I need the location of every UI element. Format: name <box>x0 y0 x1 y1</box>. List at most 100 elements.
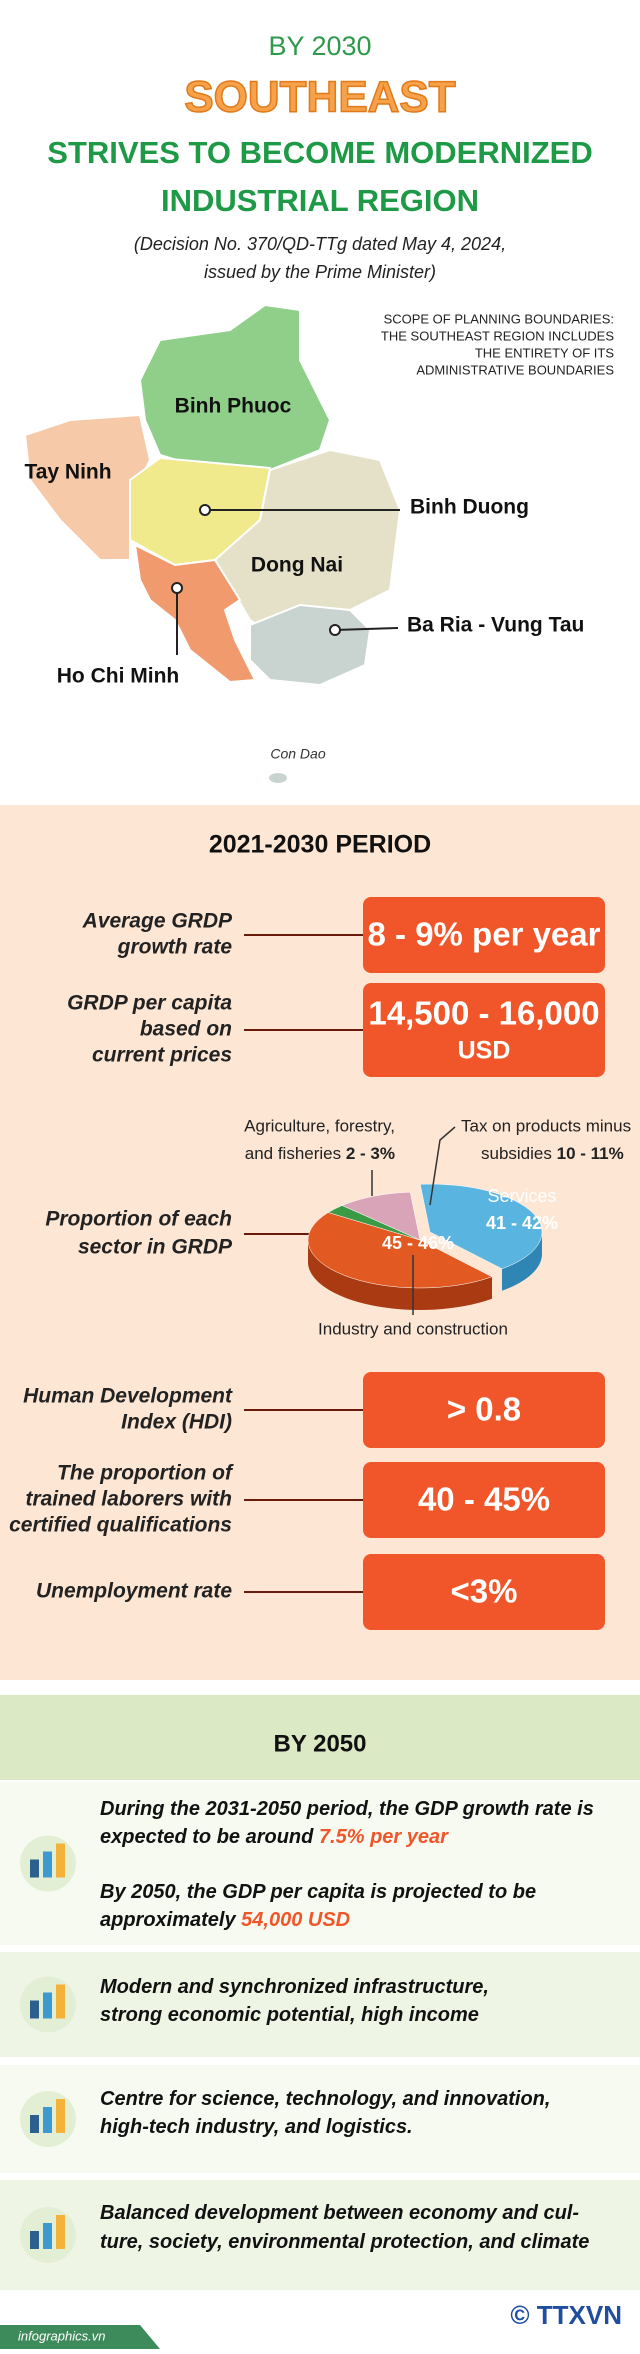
icon-part <box>30 2115 39 2133</box>
indicator-label: Average GRDP <box>82 910 233 933</box>
item-highlight: 7.5% per year <box>319 1826 449 1848</box>
icon-part <box>56 2215 65 2249</box>
item-icon <box>20 1835 76 1892</box>
indicator-label: certified qualifications <box>9 1514 232 1537</box>
sector-name: subsidies <box>481 1144 552 1163</box>
item-text: Centre for science, technology, and inno… <box>100 2088 550 2110</box>
services-slice-side <box>501 1232 542 1291</box>
binh-phuoc-shape <box>138 303 332 471</box>
item-icon <box>20 2207 76 2263</box>
item-text: approximately 54,000 USD <box>100 1909 350 1931</box>
icon-part <box>30 1859 39 1878</box>
icon-part <box>43 2223 52 2249</box>
sector-label: and fisheries 2 - 3% <box>245 1144 395 1163</box>
decision: (Decision No. 370/QD-TTg dated May 4, 20… <box>134 234 506 254</box>
con-dao-shape <box>269 773 287 783</box>
sector-share: 45 - 46% <box>382 1233 454 1253</box>
indicator-value: <3% <box>451 1573 518 1610</box>
value-box <box>363 1372 605 1448</box>
item-bg <box>0 2065 640 2173</box>
sector-label: subsidies 10 - 11% <box>481 1144 624 1163</box>
subtitle: INDUSTRIAL REGION <box>161 183 479 218</box>
leader <box>429 1126 456 1206</box>
province-label: Binh Duong <box>410 496 529 519</box>
item-line: ture, society, environmental protection,… <box>100 2231 589 2253</box>
item-text: Balanced development between economy and… <box>100 2202 579 2224</box>
indicator-label: Human Development <box>23 1385 233 1408</box>
tax-slice <box>341 1191 421 1241</box>
sector-name: Services <box>487 1186 556 1206</box>
indicator-label: growth rate <box>117 936 233 959</box>
item-bg <box>0 1952 640 2057</box>
sector-name: Industry and construction <box>318 1319 508 1338</box>
dot <box>199 504 211 516</box>
services-slice <box>419 1183 543 1270</box>
footer-strip <box>0 2325 160 2349</box>
icon-part <box>43 1851 52 1878</box>
indicator-label: based on <box>140 1018 232 1041</box>
item-text: expected to be around 7.5% per year <box>100 1826 449 1848</box>
footer-site: infographics.vn <box>18 2328 105 2343</box>
province-label: Dong Nai <box>251 554 343 577</box>
item-line: Centre for science, technology, and inno… <box>100 2088 550 2110</box>
decision: issued by the Prime Minister) <box>204 262 436 282</box>
value-box <box>363 1462 605 1538</box>
item-icon <box>20 1976 76 2033</box>
item-line: high-tech industry, and logistics. <box>100 2116 413 2138</box>
footer-logo: © TTXVN <box>510 2300 622 2330</box>
item-icon <box>20 2091 76 2147</box>
by2050-header-bg <box>0 1695 640 1780</box>
item-text: Modern and synchronized infrastructure, <box>100 1976 489 1998</box>
icon-part <box>43 1992 52 2019</box>
indicator-label: GRDP per capita <box>67 992 232 1015</box>
subtitle: STRIVES TO BECOME MODERNIZED <box>47 135 592 170</box>
ba-ria-shape <box>249 603 372 687</box>
icon-part <box>43 2107 52 2133</box>
indicator-value: USD <box>458 1037 511 1065</box>
sector-share: 10 - 11% <box>557 1144 624 1163</box>
item-text: high-tech industry, and logistics. <box>100 2116 413 2138</box>
hcm-shape <box>133 543 257 684</box>
industry-slice <box>307 1212 493 1289</box>
indicator-value: > 0.8 <box>447 1391 521 1428</box>
map <box>23 303 402 783</box>
item-line: strong economic potential, high income <box>100 2004 479 2026</box>
province-label: Binh Phuoc <box>175 395 292 418</box>
sector-label: Tax on products minus <box>461 1116 631 1135</box>
value-box <box>363 983 605 1077</box>
leader <box>334 627 399 631</box>
value-box <box>363 1554 605 1630</box>
indicator-value: 14,500 - 16,000 <box>368 995 599 1032</box>
icon-part <box>56 2099 65 2133</box>
dot <box>171 582 183 594</box>
item-line: Modern and synchronized infrastructure, <box>100 1976 489 1998</box>
indicator-label: Proportion of each <box>45 1208 232 1231</box>
indicator-label: trained laborers with <box>25 1488 232 1511</box>
icon-part <box>56 1843 65 1878</box>
indicator-label: current prices <box>92 1044 232 1067</box>
item-text: ture, society, environmental protection,… <box>100 2231 589 2253</box>
by2050-title: BY 2050 <box>274 1730 367 1757</box>
sector-share: 2 - 3% <box>346 1144 395 1163</box>
indicator-label: Unemployment rate <box>36 1580 232 1603</box>
scope: SCOPE OF PLANNING BOUNDARIES: <box>384 311 614 326</box>
island-label: Con Dao <box>270 746 325 762</box>
item-line: approximately <box>100 1909 236 1931</box>
province-label: Tay Ninh <box>24 461 111 484</box>
industry-slice-side <box>308 1240 492 1310</box>
item-highlight: 54,000 USD <box>241 1909 350 1931</box>
sector-label: Agriculture, forestry, <box>244 1116 395 1135</box>
item-text: During the 2031-2050 period, the GDP gro… <box>100 1798 594 1820</box>
value-box <box>363 897 605 973</box>
period-title: 2021-2030 PERIOD <box>209 831 431 859</box>
title: SOUTHEAST <box>184 73 455 122</box>
item-line: By 2050, the GDP per capita is projected… <box>100 1881 536 1903</box>
item-text: By 2050, the GDP per capita is projected… <box>100 1881 536 1903</box>
scope: ADMINISTRATIVE BOUNDARIES <box>416 362 614 377</box>
item-line: Balanced development between economy and… <box>100 2202 579 2224</box>
dot <box>329 624 341 636</box>
icon-part <box>30 2000 39 2019</box>
indicator-label: The proportion of <box>57 1462 234 1485</box>
scope: THE ENTIRETY OF ITS <box>475 345 614 360</box>
indicator-value: 40 - 45% <box>418 1481 550 1518</box>
